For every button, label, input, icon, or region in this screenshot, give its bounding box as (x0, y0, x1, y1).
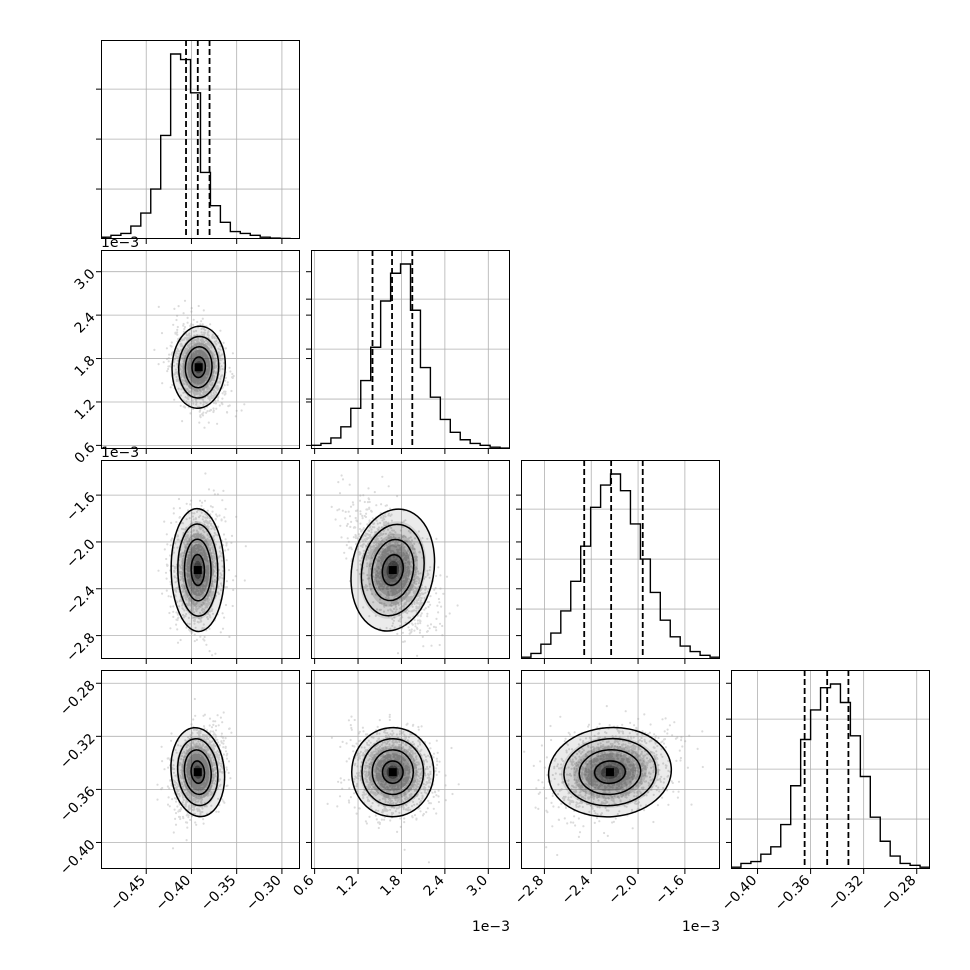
contour-line (176, 738, 219, 807)
y-offset-label: 1e−3 (101, 235, 139, 251)
x-tick-label: −2.8 (512, 873, 547, 908)
x-tick-label: −2.4 (559, 872, 594, 907)
y-offset-label: 1e−3 (101, 445, 139, 461)
y-tick-label: −1.6 (63, 489, 98, 524)
contour-line (381, 760, 404, 785)
contour-line (184, 345, 213, 389)
density-peak (193, 768, 202, 777)
density-peak (388, 768, 397, 777)
x-tick-label: 1.2 (334, 873, 361, 900)
x-tick-label: −2.0 (606, 873, 641, 908)
panel-frame (731, 670, 930, 869)
contour-line (371, 538, 415, 602)
y-tick-label: −0.40 (57, 837, 99, 879)
x-tick-label: 2.4 (421, 872, 448, 899)
panel-frame (311, 250, 510, 449)
x-tick-label: −0.28 (878, 873, 920, 915)
panel-frame (521, 670, 720, 869)
panel-1-0 (101, 250, 300, 449)
contour-line (170, 507, 226, 633)
density-peak (605, 768, 614, 777)
panel-frame (101, 250, 300, 449)
x-tick-label: −0.32 (825, 873, 867, 915)
density-peak (388, 566, 397, 575)
panel-frame (101, 670, 300, 869)
x-tick-label: −0.40 (153, 873, 195, 915)
panel-frame (101, 40, 300, 239)
y-tick-label: −0.32 (57, 731, 99, 773)
panel-0-0 (101, 40, 300, 239)
contour-line (578, 749, 642, 796)
panel-1-1 (311, 250, 510, 449)
contour-line (183, 749, 212, 796)
x-tick-label: −0.30 (243, 873, 285, 915)
x-offset-label: 1e−3 (682, 919, 720, 935)
contour-line (170, 726, 226, 818)
histogram-step (101, 53, 300, 239)
histogram-step (521, 473, 720, 659)
panel-2-0 (101, 460, 300, 659)
contour-line (171, 325, 227, 409)
contour-line (177, 523, 219, 617)
panel-2-1 (311, 460, 510, 659)
panel-frame (311, 670, 510, 869)
histogram-step (311, 263, 510, 449)
y-tick-label: 0.6 (72, 440, 99, 467)
contour-line (350, 508, 436, 632)
contour-line (361, 737, 425, 807)
contour-line (190, 553, 206, 587)
density-peak (193, 566, 202, 575)
y-tick-label: 3.0 (72, 266, 99, 293)
x-tick-label: 0.6 (290, 872, 317, 899)
x-tick-label: −0.40 (719, 873, 761, 915)
y-tick-label: −2.4 (63, 583, 98, 618)
x-tick-label: 3.0 (464, 873, 491, 900)
panel-frame (311, 460, 510, 659)
y-tick-label: 1.2 (72, 396, 99, 423)
panel-3-0 (101, 670, 300, 869)
y-tick-label: 1.8 (72, 353, 99, 380)
x-offset-label: 1e−3 (472, 919, 510, 935)
contour-line (177, 335, 220, 399)
y-tick-label: 2.4 (72, 309, 99, 336)
contour-line (360, 523, 425, 617)
contour-line (371, 749, 415, 796)
contour-line (593, 760, 627, 785)
histogram-step (731, 683, 930, 869)
contour-line (183, 538, 212, 602)
panel-3-3 (731, 670, 930, 869)
x-tick-label: −0.35 (198, 873, 240, 915)
x-tick-label: −1.6 (652, 872, 687, 907)
x-tick-label: 1.8 (377, 873, 404, 900)
x-tick-label: −0.36 (772, 872, 814, 914)
contour-line (350, 726, 435, 818)
panel-frame (521, 460, 720, 659)
contour-line (547, 726, 673, 818)
density-peak (194, 363, 203, 372)
panel-3-2 (521, 670, 720, 869)
y-tick-label: −2.8 (63, 630, 98, 665)
y-tick-label: −0.28 (57, 678, 99, 720)
contour-line (381, 554, 404, 587)
panel-3-1 (311, 670, 510, 869)
y-tick-label: −0.36 (57, 784, 99, 826)
x-tick-label: −0.45 (107, 873, 149, 915)
panel-2-2 (521, 460, 720, 659)
panel-frame (101, 460, 300, 659)
contour-line (190, 760, 206, 785)
y-tick-label: −2.0 (63, 536, 98, 571)
contour-line (191, 356, 207, 379)
contour-line (563, 737, 657, 807)
